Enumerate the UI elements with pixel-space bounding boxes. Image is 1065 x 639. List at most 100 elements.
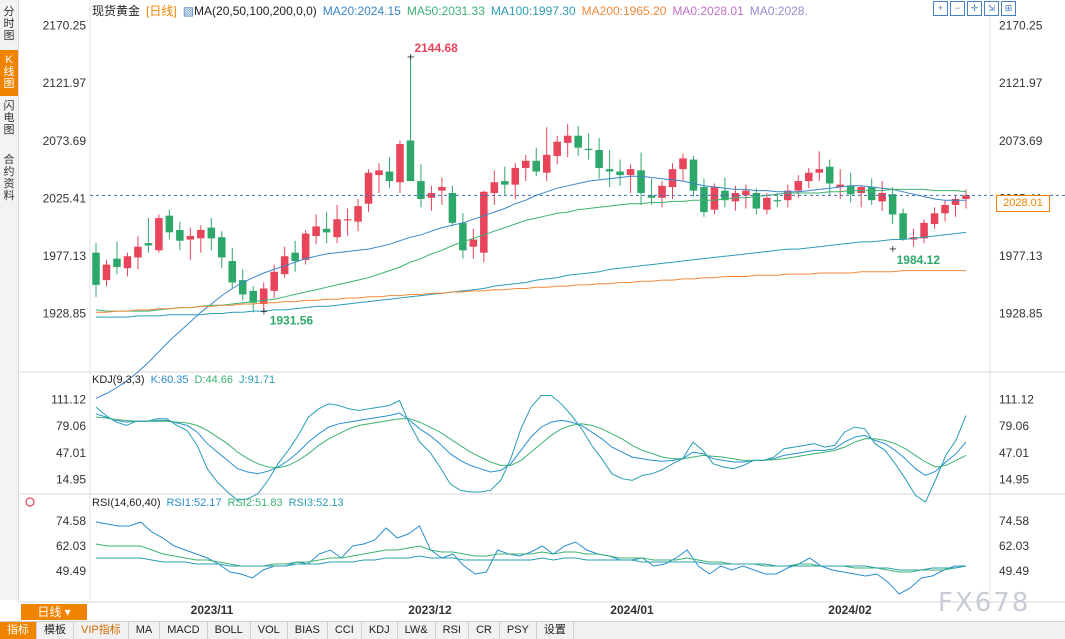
fullscreen-icon[interactable]: ⇲ — [984, 1, 999, 16]
tab-boll[interactable]: BOLL — [208, 622, 251, 639]
restore-icon[interactable]: ⊞ — [1001, 1, 1016, 16]
tab-settings[interactable]: 设置 — [537, 622, 574, 639]
candle-body — [658, 185, 666, 198]
candle-body — [155, 218, 163, 251]
rsi-line-rsi3 — [96, 555, 967, 571]
price-tick-left: 1977.13 — [43, 249, 87, 263]
tab-templates[interactable]: 模板 — [37, 622, 74, 639]
ma0-value-a: MA0:2028.01 — [672, 4, 744, 18]
candle-body — [930, 213, 939, 225]
ma-line-ma50 — [95, 188, 967, 312]
main-legend: 现货黄金 [日线] ▧MA(20,50,100,200,0,0) MA20:2024.… — [92, 2, 814, 19]
candle-body — [637, 170, 645, 193]
candle-body — [92, 252, 100, 285]
tab-cci[interactable]: CCI — [328, 622, 362, 639]
tab-vip-indicators[interactable]: VIP指标 — [74, 622, 129, 639]
rsi1-value: RSI1:52.17 — [166, 497, 222, 509]
kdj-tick-left: 47.01 — [56, 446, 86, 460]
candle-body — [616, 171, 624, 176]
candle-body — [438, 187, 446, 191]
candle-body — [846, 185, 855, 195]
candle-body — [501, 181, 509, 185]
candle-body — [595, 150, 603, 168]
side-tab-flash[interactable]: 闪电图 — [3, 100, 15, 136]
candle-body — [867, 187, 876, 201]
candle-body — [385, 171, 394, 182]
tab-psy[interactable]: PSY — [500, 622, 537, 639]
candle-body — [280, 256, 289, 275]
candle-body — [144, 243, 153, 246]
rsi-tick-right: 62.03 — [999, 539, 1029, 553]
candle-body — [763, 197, 771, 210]
side-tab-contract-info[interactable]: 合约资料 — [3, 154, 15, 202]
tab-kdj[interactable]: KDJ — [362, 622, 398, 639]
tab-ma[interactable]: MA — [129, 622, 161, 639]
price-chart: 2170.25 2170.25 2121.97 2121.97 2073.69 2073.… — [18, 0, 1065, 617]
rsi2-value: RSI2:51.83 — [227, 497, 283, 509]
zoom-out-icon[interactable]: − — [950, 1, 965, 16]
kdj-tick-right: 47.01 — [999, 446, 1029, 460]
side-tab-kline[interactable]: K线图 — [0, 50, 18, 96]
kdj-tick-left: 79.06 — [56, 419, 86, 433]
candle-body — [301, 233, 310, 260]
tab-rsi[interactable]: RSI — [436, 622, 469, 639]
symbol-name: 现货黄金 — [92, 4, 141, 18]
side-tab-timeshare[interactable]: 分时图 — [3, 6, 15, 42]
price-tick-right: 2121.97 — [999, 76, 1043, 90]
tab-cr[interactable]: CR — [469, 622, 500, 639]
candle-body — [102, 264, 111, 281]
ma-params: MA(20,50,100,200,0,0) — [194, 4, 317, 18]
tab-macd[interactable]: MACD — [160, 622, 208, 639]
candle-body — [899, 213, 907, 240]
candle-body — [406, 140, 415, 182]
candle-body — [197, 229, 205, 239]
kdj-k-value: K:60.35 — [150, 374, 189, 386]
candle-body — [962, 195, 970, 199]
rsi-tick-left: 49.49 — [56, 564, 86, 578]
kdj-d-value: D:44.66 — [194, 374, 234, 386]
tab-indicators[interactable]: 指标 — [0, 622, 37, 639]
kdj-tick-left: 111.12 — [51, 393, 86, 407]
price-tick-left: 1928.85 — [43, 307, 87, 321]
ma-line-ma100 — [96, 231, 967, 318]
current-price-tag: 2028.01 — [996, 195, 1050, 212]
price-tick-right: 2170.25 — [999, 19, 1043, 33]
rsi-settings-icon — [25, 497, 35, 507]
candle-body — [532, 160, 541, 172]
candle-body — [710, 187, 719, 210]
candle-body — [490, 182, 499, 193]
zoom-in-icon[interactable]: + — [933, 1, 948, 16]
candle-body — [773, 200, 782, 202]
candle-body — [291, 252, 299, 262]
tab-bias[interactable]: BIAS — [288, 622, 328, 639]
x-tick-label: 2024/01 — [610, 603, 654, 617]
tab-vol[interactable]: VOL — [251, 622, 288, 639]
ma-indicator-icon: ▧ — [182, 4, 195, 18]
candle-body — [731, 193, 740, 202]
candle-body — [542, 154, 551, 173]
tab-lw[interactable]: LW& — [398, 622, 436, 639]
x-tick-label: 2023/12 — [408, 603, 452, 617]
candle-body — [259, 288, 268, 304]
chart-toolbar: + − ✛ ⇲ ⊞ — [931, 1, 1016, 16]
x-tick-label: 2024/02 — [828, 603, 872, 617]
candle-body — [427, 193, 436, 198]
period-select-label: 日线 — [37, 605, 62, 619]
period-select-button[interactable]: 日线 ▾ — [21, 604, 87, 620]
candle-body — [218, 237, 226, 258]
extreme-label: 1931.56 — [270, 313, 314, 327]
rsi-title: RSI(14,60,40) — [92, 497, 161, 509]
rsi-legend: RSI(14,60,40) RSI1:52.17 RSI2:51.83 RSI3:52… — [92, 497, 350, 509]
extreme-marker: + — [889, 244, 897, 255]
candle-body — [951, 198, 960, 205]
crosshair-icon[interactable]: ✛ — [967, 1, 982, 16]
candle-body — [836, 184, 844, 188]
candle-body — [752, 193, 761, 209]
ma-line-ma20 — [95, 175, 966, 399]
candle-body — [920, 222, 928, 239]
candle-body — [448, 193, 457, 223]
rsi3-value: RSI3:52.13 — [288, 497, 344, 509]
candle-body — [113, 258, 121, 267]
candle-body — [396, 144, 404, 183]
candle-body — [857, 187, 865, 193]
